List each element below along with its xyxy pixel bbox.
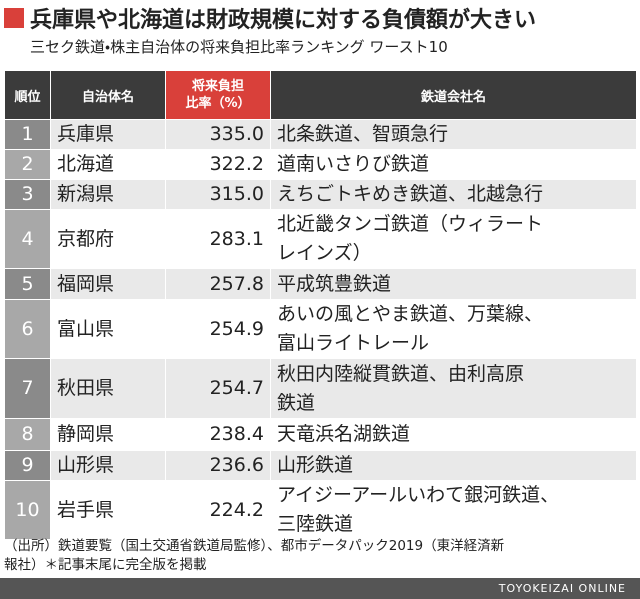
title-marker: [4, 8, 24, 28]
title-text: 兵庫県や北海道は財政規模に対する負債額が大きい: [30, 8, 537, 33]
company-cell: 山形鉄道: [270, 450, 637, 481]
municipality-cell: 富山県: [50, 299, 166, 359]
rank-cell: 6: [4, 299, 51, 359]
company-cell: アイジーアールいわて銀河鉄道、 三陸鉄道: [270, 480, 637, 540]
table-row: 4 京都府 283.1 北近畿タンゴ鉄道（ウィラート レインズ）: [4, 209, 637, 269]
rank-cell: 10: [4, 480, 51, 540]
footnote-line: 報社）＊記事末尾に完全版を掲載: [4, 557, 207, 573]
rank-cell: 5: [4, 268, 51, 300]
company-line: 道南いさりび鉄道: [277, 153, 430, 175]
company-cell: 道南いさりび鉄道: [270, 149, 637, 180]
ratio-cell: 283.1: [165, 209, 271, 269]
municipality-cell: 兵庫県: [50, 119, 166, 150]
table-row: 1 兵庫県 335.0 北条鉄道、智頭急行: [4, 119, 637, 150]
rank-cell: 9: [4, 450, 51, 481]
company-line: 富山ライトレール: [277, 332, 430, 354]
municipality-cell: 岩手県: [50, 480, 166, 540]
ratio-cell: 238.4: [165, 418, 271, 451]
ratio-cell: 257.8: [165, 268, 271, 300]
municipality-cell: 北海道: [50, 149, 166, 180]
company-cell: 北条鉄道、智頭急行: [270, 119, 637, 150]
company-line: 山形鉄道: [277, 454, 354, 476]
table-row: 5 福岡県 257.8 平成筑豊鉄道: [4, 268, 637, 300]
header-cell: 将来負担比率（%）: [165, 70, 271, 120]
company-cell: 北近畿タンゴ鉄道（ウィラート レインズ）: [270, 209, 637, 269]
company-line: レインズ）: [277, 242, 372, 264]
ratio-cell: 254.7: [165, 358, 271, 419]
table-row: 8 静岡県 238.4 天竜浜名湖鉄道: [4, 418, 637, 451]
ratio-cell: 236.6: [165, 450, 271, 481]
company-line: えちごトキめき鉄道、北越急行: [277, 183, 544, 205]
municipality-cell: 福岡県: [50, 268, 166, 300]
company-line: 三陸鉄道: [277, 513, 354, 535]
header-row: 順位 自治体名 将来負担 比率（%） 鉄道会社名: [4, 70, 637, 120]
table-row: 3 新潟県 315.0 えちごトキめき鉄道、北越急行: [4, 179, 637, 210]
table-row: 2 北海道 322.2 道南いさりび鉄道: [4, 149, 637, 180]
company-cell: えちごトキめき鉄道、北越急行: [270, 179, 637, 210]
company-cell: 秋田内陸縦貫鉄道、由利高原 鉄道: [270, 358, 637, 419]
header-line: 将来負担: [191, 79, 244, 94]
company-cell: 天竜浜名湖鉄道: [270, 418, 637, 451]
company-line: 北近畿タンゴ鉄道（ウィラート: [277, 213, 544, 235]
table-row: 10 岩手県 224.2 アイジーアールいわて銀河鉄道、 三陸鉄道: [4, 480, 637, 540]
rank-cell: 3: [4, 179, 51, 210]
company-cell: あいの風とやま鉄道、万葉線、 富山ライトレール: [270, 299, 637, 359]
company-line: 鉄道: [277, 391, 316, 414]
company-line: 秋田内陸縦貫鉄道、由利高原: [277, 362, 525, 385]
municipality-cell: 山形県: [50, 450, 166, 481]
footer: TOYOKEIZAI ONLINE: [0, 578, 640, 599]
header-cell: 順位: [4, 70, 51, 120]
company-line: 北条鉄道、智頭急行: [277, 123, 449, 145]
footnote-line: （出所）鉄道要覧（国土交通省鉄道局監修）、都市データパック2019（東洋経済新: [4, 538, 505, 554]
ratio-cell: 315.0: [165, 179, 271, 210]
company-cell: 平成筑豊鉄道: [270, 268, 637, 300]
ratio-cell: 254.9: [165, 299, 271, 359]
municipality-cell: 静岡県: [50, 418, 166, 451]
ratio-cell: 224.2: [165, 480, 271, 540]
company-line: 平成筑豊鉄道: [277, 272, 392, 295]
header-line: 比率（%）: [185, 96, 251, 111]
municipality-cell: 京都府: [50, 209, 166, 269]
header-cell: 自治体名: [50, 70, 166, 120]
rank-cell: 4: [4, 209, 51, 269]
municipality-cell: 新潟県: [50, 179, 166, 210]
company-line: 天竜浜名湖鉄道: [277, 423, 411, 445]
company-line: アイジーアールいわて銀河鉄道、: [277, 484, 560, 506]
table-row: 7 秋田県 254.7 秋田内陸縦貫鉄道、由利高原 鉄道: [4, 358, 637, 419]
ratio-cell: 322.2: [165, 149, 271, 180]
title: 兵庫県や北海道は財政規模に対する負債額が大きい: [4, 2, 536, 34]
municipality-cell: 秋田県: [50, 358, 166, 419]
footnote: （出所）鉄道要覧（国土交通省鉄道局監修）、都市データパック2019（東洋経済新報…: [4, 537, 504, 575]
rank-cell: 2: [4, 149, 51, 180]
rank-cell: 7: [4, 358, 51, 419]
subtitle: 三セク鉄道・株主自治体の将来負担比率ランキング ワースト10: [30, 38, 448, 56]
ranking-table: 順位 自治体名 将来負担 比率（%） 鉄道会社名 1 兵庫県 335.0 北条鉄道、智頭急行 2…: [4, 70, 637, 540]
rank-cell: 1: [4, 119, 51, 150]
company-line: あいの風とやま鉄道、万葉線、: [277, 303, 544, 325]
table-row: 6 富山県 254.9 あいの風とやま鉄道、万葉線、 富山ライトレール: [4, 299, 637, 359]
header-cell: 鉄道会社名: [270, 70, 637, 120]
rank-cell: 8: [4, 418, 51, 451]
ratio-cell: 335.0: [165, 119, 271, 150]
table-row: 9 山形県 236.6 山形鉄道: [4, 450, 637, 481]
